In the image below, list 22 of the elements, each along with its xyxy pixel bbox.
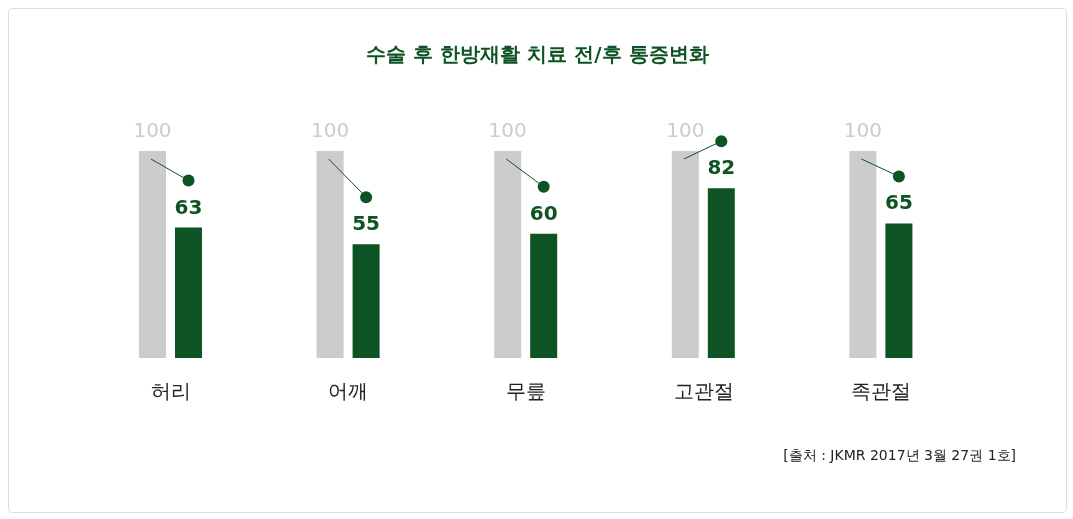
x-tick-label: 족관절: [851, 379, 912, 404]
data-label: 60: [529, 200, 558, 225]
data-label: 82: [707, 155, 736, 180]
bar: [352, 244, 380, 358]
data-label: 55: [352, 211, 381, 236]
bar: [707, 188, 735, 358]
bar: [175, 227, 202, 358]
bar: [139, 151, 166, 358]
bar: [530, 233, 558, 358]
bar: [849, 151, 877, 358]
chart-title: 수술 후 한방재활 치료 전/후 통증변화: [365, 41, 710, 68]
x-tick-label: 고관절: [673, 379, 734, 404]
data-label: 63: [174, 194, 203, 219]
bar: [671, 151, 699, 358]
text: [출처 : JKMR 2017년 3월 27권 1호]: [783, 447, 1016, 465]
x-tick-label: 어깨: [328, 379, 369, 404]
x-tick-label: 허리: [150, 379, 191, 404]
bar: [494, 151, 522, 358]
bar: [316, 151, 344, 358]
x-tick-label: 무릎: [506, 379, 546, 404]
bar: [885, 223, 913, 358]
data-label: 65: [884, 190, 913, 215]
